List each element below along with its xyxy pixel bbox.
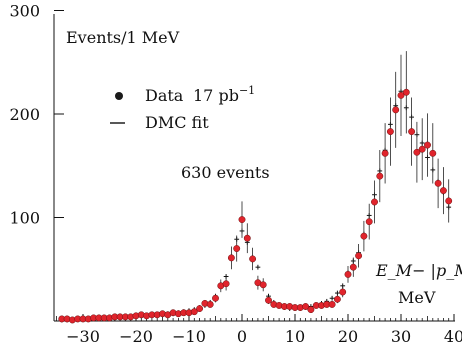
data-point xyxy=(439,187,447,195)
x-tick-label: 40 xyxy=(444,327,462,346)
data-point xyxy=(328,300,336,308)
data-point xyxy=(344,270,352,278)
data-point xyxy=(222,280,230,288)
data-point xyxy=(243,234,251,242)
x-tick-label: 30 xyxy=(391,327,411,346)
tick-labels: −30 −20 −10 0 10 20 30 40 100 200 300 xyxy=(9,2,462,347)
data-point xyxy=(238,216,246,224)
data-point xyxy=(265,296,272,304)
data-point xyxy=(355,252,363,260)
data-point xyxy=(381,149,389,157)
legend-data-label: Data xyxy=(145,86,184,105)
data-point xyxy=(360,232,368,240)
data-point xyxy=(371,198,378,206)
x-tick-label: 20 xyxy=(338,327,358,346)
data-point xyxy=(233,245,241,253)
data-point xyxy=(349,263,357,271)
data-point xyxy=(302,303,310,310)
data-point xyxy=(376,172,384,180)
data-point xyxy=(434,179,442,187)
x-tick-label: 10 xyxy=(285,327,305,346)
data-point xyxy=(397,91,405,99)
x-tick-label: 0 xyxy=(237,327,247,346)
events-annotation: 630 events xyxy=(181,163,270,182)
data-point xyxy=(249,255,257,263)
data-point xyxy=(392,106,400,114)
data-point xyxy=(339,288,347,296)
x-axis-label: E_M− |p_M| xyxy=(375,261,462,280)
data-point xyxy=(424,141,431,149)
y-axis-label: Events/1 MeV xyxy=(66,28,180,47)
y-tick-label: 300 xyxy=(9,2,40,21)
data-point xyxy=(365,218,373,226)
y-tick-label: 100 xyxy=(9,209,40,228)
legend: Data 17 pb−1 DMC fit xyxy=(110,84,255,132)
data-series xyxy=(58,88,453,324)
fit-series xyxy=(59,88,452,323)
data-point xyxy=(418,145,426,153)
data-point xyxy=(429,149,437,157)
data-point xyxy=(307,306,315,314)
legend-fit-label: DMC fit xyxy=(145,113,209,132)
legend-data-marker xyxy=(115,92,123,100)
data-point xyxy=(333,295,341,303)
data-point xyxy=(190,308,198,316)
y-tick-label: 200 xyxy=(9,105,40,124)
legend-luminosity-base: 17 pb xyxy=(193,86,239,105)
x-axis-unit: MeV xyxy=(398,288,436,307)
x-tick-label: −10 xyxy=(172,327,206,346)
legend-luminosity-exponent: −1 xyxy=(239,84,255,97)
data-point xyxy=(212,294,219,302)
data-point xyxy=(408,128,416,136)
data-point xyxy=(386,128,394,136)
data-point xyxy=(402,88,410,96)
data-point xyxy=(259,281,267,289)
data-point xyxy=(227,254,235,262)
data-point xyxy=(413,148,421,156)
x-tick-label: −20 xyxy=(119,327,153,346)
data-point xyxy=(196,305,204,313)
data-point xyxy=(206,300,214,308)
data-point xyxy=(445,197,453,205)
plot-frame xyxy=(53,14,455,322)
legend-luminosity: 17 pb−1 xyxy=(193,84,255,105)
x-tick-label: −30 xyxy=(66,327,100,346)
